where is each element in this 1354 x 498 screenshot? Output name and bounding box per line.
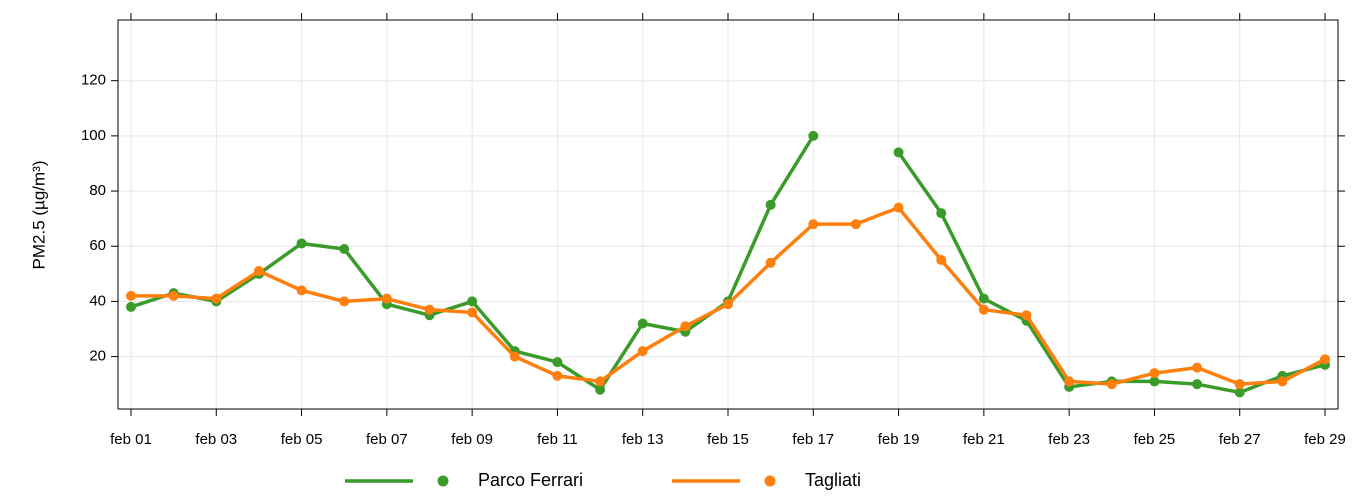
point — [126, 290, 136, 301]
legend-label: Parco Ferrari — [478, 470, 583, 490]
point — [467, 307, 478, 318]
point — [1021, 310, 1032, 321]
point — [893, 147, 904, 158]
point — [467, 296, 478, 307]
point — [893, 202, 904, 213]
point — [296, 285, 307, 296]
point — [168, 290, 179, 301]
x-tick-label: feb 11 — [537, 431, 578, 448]
point — [339, 243, 350, 254]
x-tick-label: feb 09 — [451, 431, 493, 448]
x-tick-label: feb 15 — [707, 431, 749, 448]
y-tick-label: 40 — [89, 292, 106, 309]
x-tick-label: feb 07 — [366, 431, 408, 448]
plot-frame — [117, 19, 1339, 410]
point — [126, 301, 136, 312]
point — [1192, 362, 1203, 373]
point — [936, 255, 947, 266]
y-tick-label: 20 — [89, 348, 106, 365]
x-tick-label: feb 03 — [195, 431, 237, 448]
point — [595, 376, 606, 387]
point — [680, 321, 691, 332]
point — [424, 304, 435, 315]
point — [552, 370, 563, 381]
point — [1277, 376, 1288, 387]
point — [1234, 379, 1245, 390]
x-tick-label: feb 21 — [963, 431, 1005, 448]
point — [978, 304, 989, 315]
point — [1149, 368, 1160, 379]
y-tick-label: 60 — [89, 237, 106, 254]
point — [253, 266, 264, 277]
point — [1234, 387, 1245, 398]
point — [552, 357, 563, 368]
point — [637, 346, 648, 357]
series — [126, 202, 1330, 390]
point — [509, 351, 520, 362]
point — [1192, 379, 1203, 390]
y-tick-label: 120 — [81, 72, 106, 89]
legend-label: Tagliati — [805, 470, 861, 490]
point — [1149, 376, 1160, 387]
point — [978, 293, 989, 304]
x-tick-label: feb 05 — [281, 431, 323, 448]
y-tick-label: 100 — [81, 127, 106, 144]
y-axis-title: PM2.5 (µg/m³) — [29, 161, 48, 270]
x-tick-label: feb 19 — [878, 431, 920, 448]
x-tick-label: feb 23 — [1048, 431, 1090, 448]
x-tick-label: feb 17 — [792, 431, 834, 448]
x-tick-label: feb 01 — [110, 431, 152, 448]
point — [211, 293, 222, 304]
y-tick-label: 80 — [89, 182, 106, 199]
point — [1106, 379, 1117, 390]
point — [808, 219, 819, 230]
x-tick-label: feb 27 — [1219, 431, 1261, 448]
point — [637, 318, 648, 329]
point — [296, 238, 307, 249]
point — [339, 296, 350, 307]
point — [1064, 376, 1075, 387]
x-tick-label: feb 25 — [1134, 431, 1176, 448]
point — [936, 208, 947, 219]
x-tick-label: feb 13 — [622, 431, 664, 448]
point — [723, 299, 733, 310]
legend-marker — [437, 475, 449, 487]
point — [1320, 354, 1330, 365]
legend-marker — [764, 475, 776, 487]
point — [765, 257, 776, 268]
point — [808, 130, 819, 141]
x-tick-label: feb 29 — [1304, 431, 1346, 448]
point — [850, 219, 861, 230]
point — [595, 384, 606, 395]
point — [765, 199, 776, 210]
point — [381, 293, 392, 304]
